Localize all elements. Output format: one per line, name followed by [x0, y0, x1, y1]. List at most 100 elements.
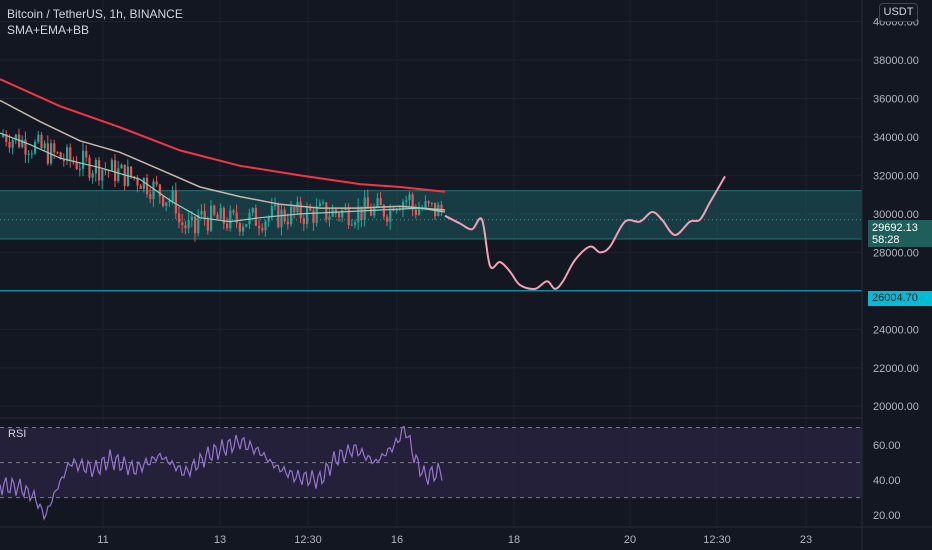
countdown-value: 58:28	[872, 234, 900, 246]
candle-body	[251, 208, 254, 213]
candle-body	[66, 147, 69, 162]
candle-body	[242, 226, 245, 232]
candles	[2, 128, 443, 242]
candle-body	[75, 162, 78, 169]
candle-body	[88, 157, 91, 178]
candle-body	[411, 194, 414, 210]
rsi-label[interactable]: RSI	[8, 428, 27, 440]
candle-body	[338, 213, 341, 218]
candle-body	[293, 207, 296, 213]
candle-body	[312, 210, 315, 223]
candle-body	[62, 159, 65, 162]
candle-body	[78, 168, 81, 170]
candle-body	[440, 204, 443, 212]
candle-body	[389, 208, 392, 222]
candle-body	[110, 160, 113, 171]
candle-body	[187, 220, 190, 229]
candle-body	[296, 201, 299, 213]
candle-body	[414, 209, 417, 215]
projection-curve	[444, 175, 726, 291]
rsi-band	[0, 427, 862, 498]
candle-body	[258, 225, 261, 229]
candle-body	[290, 207, 293, 225]
candle-body	[328, 216, 331, 220]
candle-body	[360, 206, 363, 220]
candle-body	[280, 209, 283, 228]
candle-body	[366, 197, 369, 209]
candle-body	[101, 169, 104, 181]
price-tick-label: 24000.00	[873, 324, 919, 336]
current-price-value: 29692.13	[872, 222, 918, 234]
symbol-title[interactable]: Bitcoin / TetherUS, 1h, BINANCE	[7, 7, 183, 21]
candle-body	[286, 221, 289, 225]
currency-button[interactable]: USDT	[879, 3, 918, 22]
candle-body	[168, 200, 171, 203]
candle-body	[152, 181, 155, 199]
candle-body	[386, 216, 389, 222]
rsi-axis[interactable]: 60.00 40.00 20.00	[873, 440, 901, 522]
price-tick-label: 38000.00	[873, 55, 919, 67]
candle-body	[229, 210, 232, 229]
candle-body	[341, 210, 344, 218]
chart-legend: Bitcoin / TetherUS, 1h, BINANCE SMA+EMA+…	[7, 6, 183, 38]
candle-body	[232, 210, 235, 213]
candle-body	[382, 205, 385, 217]
candle-body	[322, 202, 325, 204]
candle-body	[306, 207, 309, 224]
current-price-tag: 29692.13 58:28	[868, 220, 932, 247]
candle-body	[2, 134, 5, 137]
candle-body	[200, 211, 203, 215]
candle-body	[37, 134, 40, 142]
rsi-tick-label: 60.00	[873, 440, 901, 452]
candle-body	[190, 216, 193, 221]
candle-body	[274, 204, 277, 207]
candle-body	[98, 160, 101, 181]
candle-body	[309, 207, 312, 211]
time-tick-label: 20	[624, 534, 636, 546]
candle-body	[30, 153, 33, 155]
candle-body	[59, 152, 62, 160]
candle-body	[146, 177, 149, 195]
candle-body	[50, 143, 53, 164]
candle-body	[203, 211, 206, 220]
candle-body	[270, 206, 273, 218]
time-tick-label: 23	[800, 534, 812, 546]
candle-body	[427, 201, 430, 204]
candle-body	[181, 222, 184, 226]
candle-body	[395, 209, 398, 211]
candle-body	[11, 139, 14, 148]
candle-body	[85, 150, 88, 158]
price-tick-label: 36000.00	[873, 93, 919, 105]
candle-body	[219, 207, 222, 220]
indicators-label[interactable]: SMA+EMA+BB	[7, 23, 90, 37]
candle-body	[43, 143, 46, 149]
candle-body	[325, 202, 328, 220]
candle-body	[398, 209, 401, 211]
candle-body	[142, 177, 145, 189]
candle-body	[114, 160, 117, 182]
price-tick-label: 30000.00	[873, 209, 919, 221]
candle-body	[318, 203, 321, 207]
candle-body	[418, 209, 421, 215]
candle-body	[40, 134, 43, 149]
candle-body	[120, 164, 123, 169]
candle-body	[69, 147, 72, 161]
candle-body	[24, 139, 27, 155]
rsi-line	[0, 425, 443, 521]
time-tick-label: 12:30	[294, 534, 322, 546]
time-tick-label: 16	[391, 534, 403, 546]
rsi-tick-label: 40.00	[873, 475, 901, 487]
support-level-tag: 26004.70	[868, 291, 932, 306]
candle-body	[424, 201, 427, 209]
candle-body	[174, 190, 177, 214]
candle-body	[34, 141, 37, 154]
candle-body	[158, 184, 161, 197]
candle-body	[184, 225, 187, 229]
candle-body	[206, 219, 209, 231]
price-axis[interactable]: 40000.0038000.0036000.0034000.0032000.00…	[873, 17, 919, 414]
candle-body	[235, 212, 238, 224]
time-axis[interactable]: 11 13 12:30 16 18 20 12:30 23	[97, 534, 812, 546]
price-tick-label: 22000.00	[873, 363, 919, 375]
range-zone	[0, 190, 862, 239]
